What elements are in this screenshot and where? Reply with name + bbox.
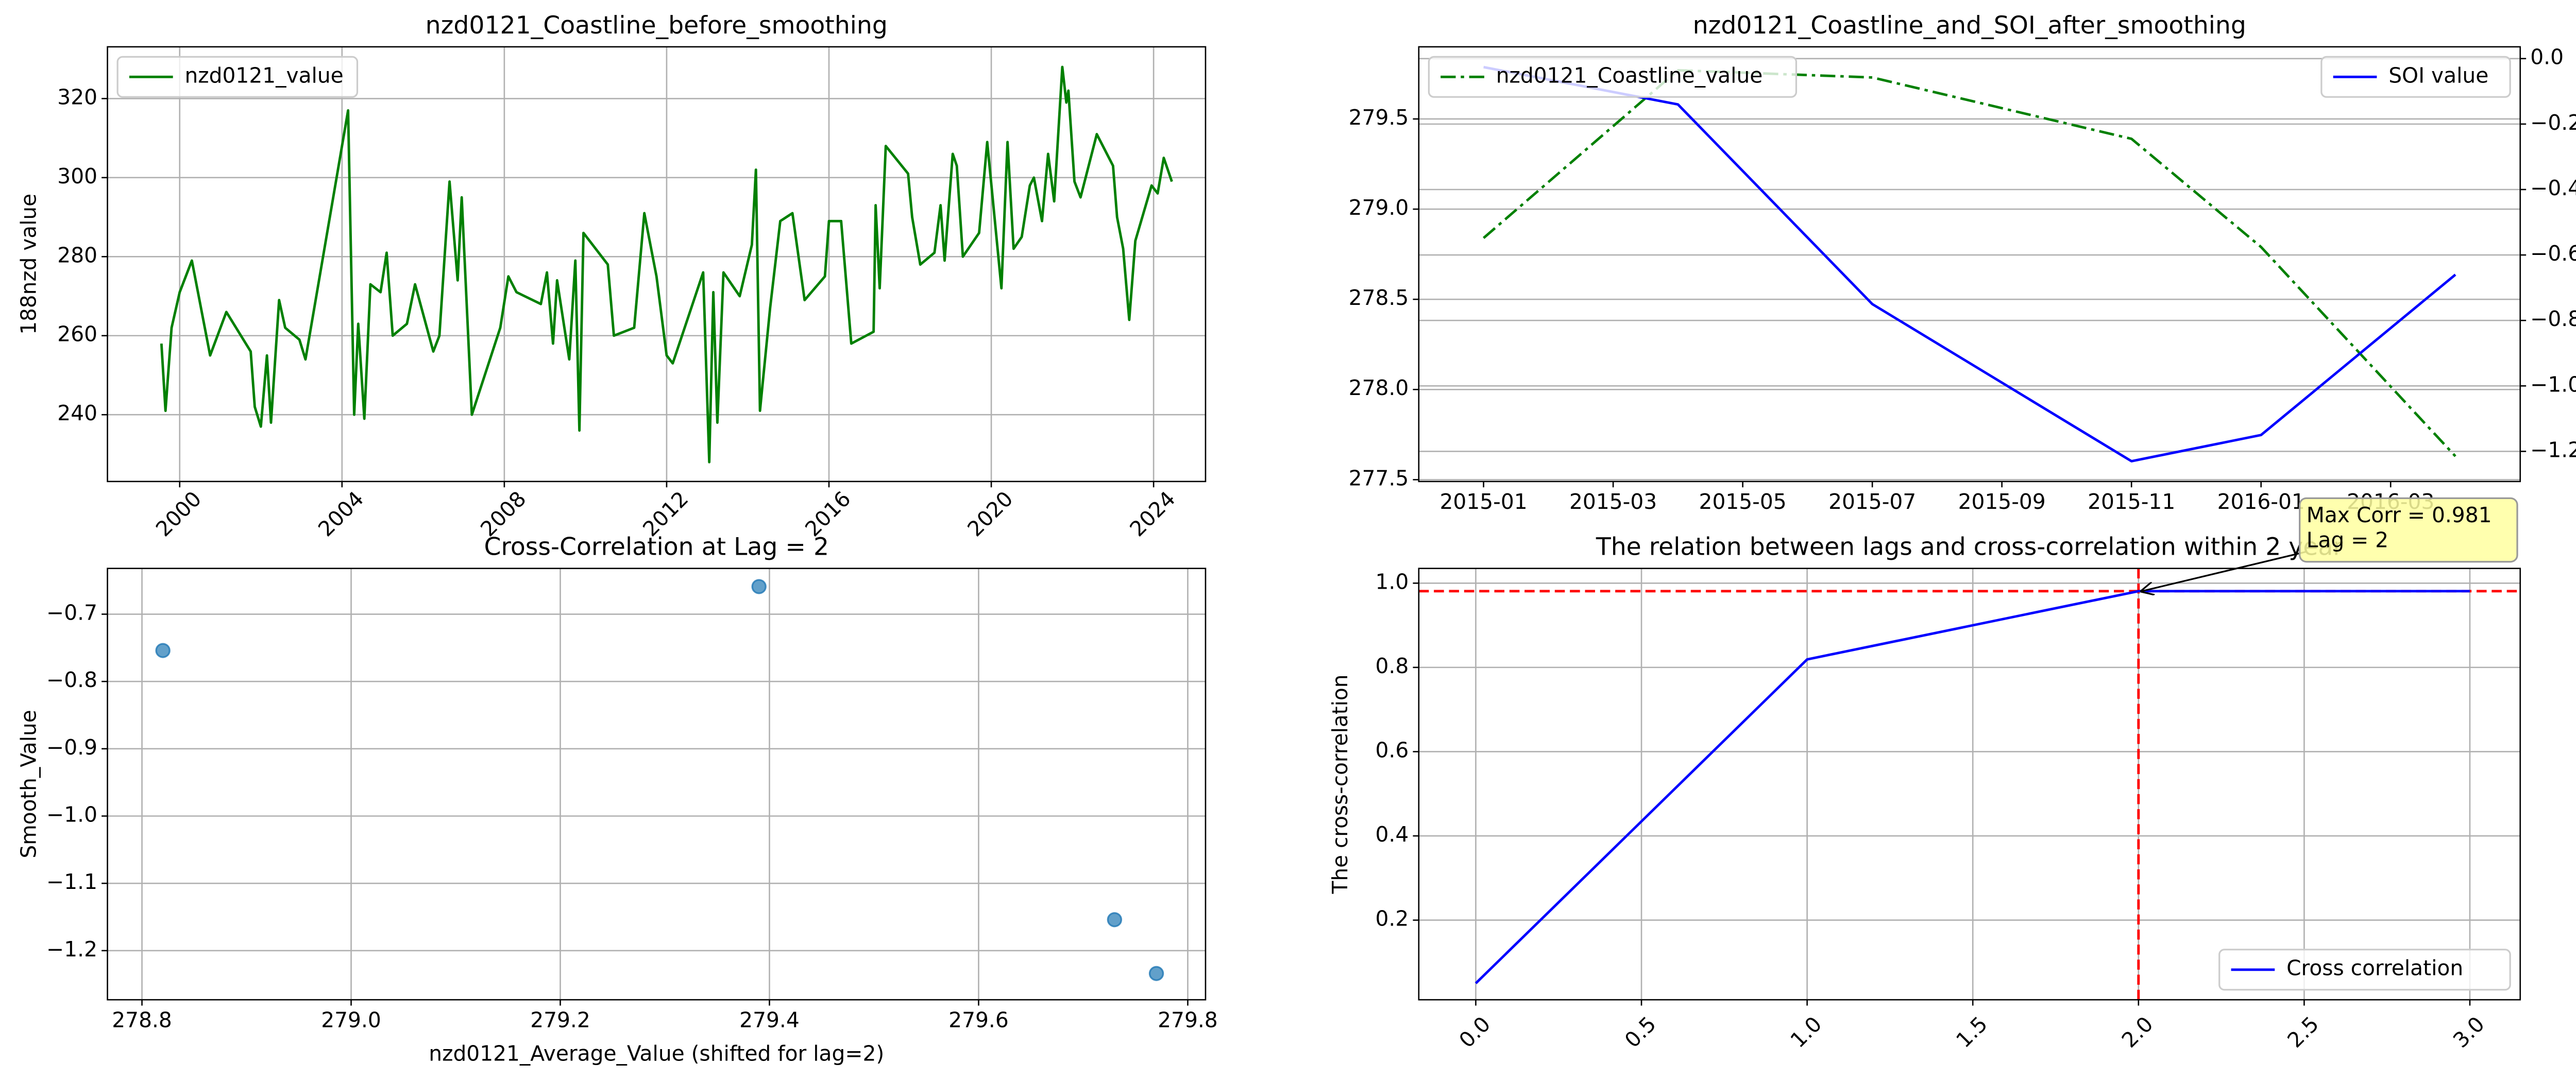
y-tick-label: 300 [57, 164, 97, 188]
plot-frame [1418, 46, 2521, 483]
y-axis-label: Smooth_Value [16, 710, 41, 858]
y2-tick-label: −0.6 [2530, 241, 2576, 266]
y-tick-label: 240 [57, 401, 97, 425]
y-axis-label: The cross-correlation [1328, 675, 1352, 895]
chart-panel: 0.0 0.5 1.0 1.5 2.0 2.5 3.00.20.40.60.81.0The … [1328, 497, 2521, 1053]
legend-box [2218, 949, 2511, 991]
legend: SOI value [2320, 56, 2511, 98]
y2-tick-label: 0.0 [2530, 45, 2564, 70]
annotation-arrow [2142, 551, 2307, 591]
y-tick-label: 278.0 [1349, 375, 1409, 400]
y-tick-label: 280 [57, 243, 97, 267]
y-tick-label: 278.5 [1349, 285, 1409, 310]
x-tick-label: 2015-11 [2088, 489, 2175, 514]
y-tick-label: 260 [57, 322, 97, 347]
scatter-point [1107, 912, 1123, 928]
chart-panel: 278.8 279.0 279.2 279.4 279.6 279.8 −0.7 −0.8 −0… [16, 533, 1218, 1066]
chart-panel: 2015-01 2015-03 2015-05 2015-07 2015-09 2015-… [1349, 11, 2576, 514]
y2-tick-label: −0.8 [2530, 306, 2576, 331]
legend: Cross correlation [2218, 949, 2511, 991]
y2-tick-label: −0.2 [2530, 110, 2576, 135]
x-tick-label: 279.4 [739, 1007, 800, 1032]
y2-tick-label: −1.0 [2530, 372, 2576, 397]
chart-title: nzd0121_Coastline_and_SOI_after_smoothin… [1693, 11, 2246, 40]
y-tick-label: −1.0 [46, 802, 97, 827]
y-tick-label: 277.5 [1349, 466, 1409, 490]
scatter-point [155, 643, 171, 658]
x-axis-label: nzd0121_Average_Value (shifted for lag=2… [429, 1041, 884, 1066]
y2-tick-label: −1.2 [2530, 437, 2576, 462]
y-tick-label: 279.5 [1349, 105, 1409, 130]
plot-frame [107, 46, 1207, 483]
y-tick-label: 279.0 [1349, 195, 1409, 220]
legend-label: nzd0121_value [184, 63, 343, 88]
y-tick-label: −0.9 [46, 735, 97, 760]
y-tick-label: 0.4 [1376, 822, 1409, 847]
legend-box [116, 56, 359, 98]
x-tick-label: 2015-01 [1440, 489, 1528, 514]
y-tick-label: 1.0 [1376, 569, 1409, 594]
annotation-text: Max Corr = 0.981 [2307, 503, 2492, 527]
y-tick-label: 0.6 [1376, 738, 1409, 763]
x-tick-label: 2015-09 [1958, 489, 2046, 514]
x-tick-label: 278.8 [112, 1007, 172, 1032]
chart-title: Cross-Correlation at Lag = 2 [484, 533, 829, 561]
y-tick-label: 0.8 [1376, 654, 1409, 678]
y-tick-label: −1.1 [46, 869, 97, 894]
data-line [1475, 590, 2470, 985]
y-axis-label: 188nzd value [16, 194, 41, 335]
legend: nzd0121_Coastline_value [1428, 56, 1798, 98]
y-tick-label: 320 [57, 84, 97, 109]
x-tick-label: 279.2 [530, 1007, 590, 1032]
legend-box [2320, 56, 2511, 98]
annotation-box [2299, 497, 2518, 563]
scatter-point [751, 579, 767, 594]
legend-label: nzd0121_Coastline_value [1496, 63, 1763, 88]
y-tick-label: −1.2 [46, 937, 97, 962]
data-line [160, 65, 1173, 464]
x-tick-label: 279.0 [321, 1007, 381, 1032]
plot-frame [107, 568, 1207, 1001]
legend-label: Cross correlation [2286, 956, 2463, 981]
y-tick-label: −0.8 [46, 667, 97, 692]
x-tick-label: 2015-05 [1699, 489, 1787, 514]
legend-label: SOI value [2388, 63, 2488, 88]
data-line [1483, 65, 2456, 462]
x-tick-label: 2016-01 [2217, 489, 2305, 514]
x-tick-label: 2015-03 [1569, 489, 1657, 514]
annotation-text: Lag = 2 [2307, 528, 2388, 553]
y-tick-label: 0.2 [1376, 906, 1409, 931]
legend: nzd0121_value [116, 56, 359, 98]
legend-box [1428, 56, 1798, 98]
chart-title: nzd0121_Coastline_before_smoothing [426, 11, 888, 40]
chart-title: The relation between lags and cross-corr… [1596, 533, 2343, 561]
plot-frame [1418, 568, 2521, 1001]
scatter-point [1148, 966, 1164, 981]
y-tick-label: −0.7 [46, 601, 97, 625]
y2-tick-label: −0.4 [2530, 176, 2576, 200]
x-tick-label: 2015-07 [1828, 489, 1916, 514]
x-tick-label: 279.6 [948, 1007, 1009, 1032]
x-tick-label: 279.8 [1158, 1007, 1218, 1032]
